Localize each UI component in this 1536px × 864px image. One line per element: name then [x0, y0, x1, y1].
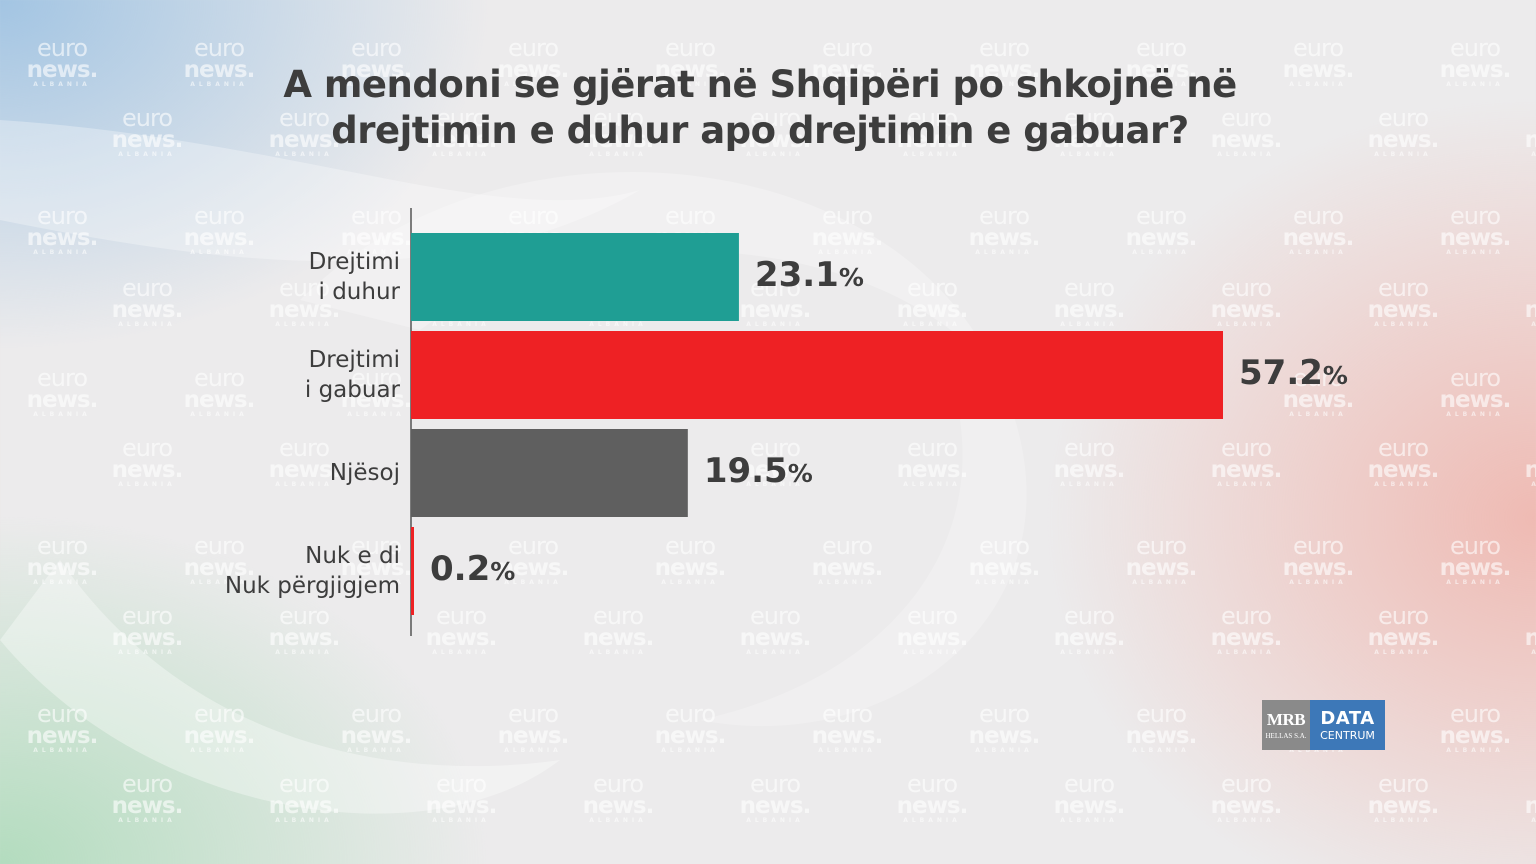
data-centrum-logo: DATA CENTRUM [1310, 700, 1385, 750]
value-number-1: 57.2 [1239, 353, 1323, 393]
value-unit-1: % [1322, 361, 1348, 390]
mrb-data-centrum-logo: MRB HELLAS S.A. DATA CENTRUM [1262, 700, 1385, 750]
category-label-0: Drejtimi i duhur [308, 249, 400, 305]
value-number-2: 19.5 [703, 451, 788, 491]
chart-title: A mendoni se gjërat në Shqipëri po shkoj… [150, 62, 1370, 154]
data-logo-text: DATA [1320, 708, 1375, 729]
value-number-3: 0.2 [430, 549, 491, 589]
mrb-logo-subtext: HELLAS S.A. [1265, 732, 1307, 740]
category-label-3: Nuk e di Nuk përgjigjem [224, 543, 400, 599]
category-label-1: Drejtimi i gabuar [304, 347, 400, 403]
bar-2 [411, 429, 688, 517]
mrb-logo: MRB HELLAS S.A. [1262, 700, 1310, 750]
category-label-2: Njësoj [329, 460, 400, 486]
value-unit-0: % [838, 263, 864, 292]
bar-3 [411, 527, 414, 615]
value-label-3: 0.2% [430, 549, 515, 589]
value-number-0: 23.1 [754, 255, 839, 295]
bar-1 [411, 331, 1223, 419]
value-unit-3: % [490, 557, 516, 586]
value-unit-2: % [787, 459, 813, 488]
value-label-0: 23.1% [755, 255, 864, 295]
value-label-2: 19.5% [704, 451, 813, 491]
bar-0 [411, 233, 739, 321]
value-label-1: 57.2% [1239, 353, 1348, 393]
mrb-logo-text: MRB [1266, 710, 1306, 729]
title-line-1: A mendoni se gjërat në Shqipëri po shkoj… [283, 63, 1237, 106]
centrum-logo-text: CENTRUM [1320, 729, 1375, 742]
title-line-2: drejtimin e duhur apo drejtimin e gabuar… [331, 109, 1189, 152]
